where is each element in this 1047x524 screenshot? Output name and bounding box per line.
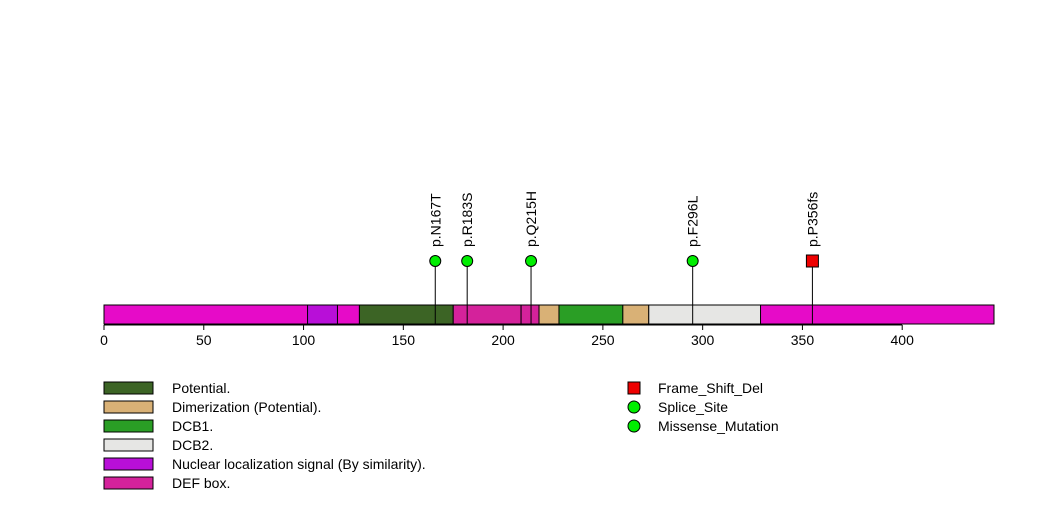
domain-legend-label-4: Nuclear localization signal (By similari… [172, 456, 426, 472]
x-tick-label-5: 250 [591, 332, 615, 348]
mutation-marker-2 [525, 255, 538, 267]
x-tick-label-3: 150 [392, 332, 416, 348]
mutation-label-4: p.P356fs [804, 192, 820, 247]
protein-domain-2 [358, 304, 454, 325]
mutation-label-0: p.N167T [427, 193, 443, 247]
domain-legend-swatch-3 [103, 438, 154, 452]
x-axis: 0 50 100 150 200 250 300 350 400 [100, 324, 915, 348]
domain-legend-label-2: DCB1. [172, 418, 213, 434]
mutation-type-legend: Frame_Shift_Del Splice_Site Missense_Mutat… [627, 380, 779, 434]
x-tick-label-6: 300 [691, 332, 715, 348]
protein-domain-3 [452, 304, 522, 325]
protein-domain-7 [622, 304, 650, 325]
protein-domain-8 [648, 304, 762, 325]
domain-legend-swatch-5 [103, 476, 154, 490]
mutation-label-1: p.R183S [459, 193, 475, 247]
domain-legend-label-1: Dimerization (Potential). [172, 399, 321, 415]
x-tick-label-2: 100 [292, 332, 316, 348]
domain-legend-swatch-4 [103, 457, 154, 471]
protein-domain-0 [307, 304, 338, 325]
mutation-legend-label-1: Splice_Site [658, 399, 728, 415]
domain-legend-swatch-2 [103, 419, 154, 433]
mutation-marker-0 [429, 255, 442, 267]
mutation-legend-label-0: Frame_Shift_Del [658, 380, 763, 396]
x-tick-label-0: 0 [100, 332, 108, 348]
protein-domain-4 [520, 304, 540, 325]
domain-legend-swatch-1 [103, 400, 154, 414]
mutation-marker-4 [805, 254, 819, 268]
x-tick-label-1: 50 [196, 332, 212, 348]
mutation-marker-1 [461, 255, 474, 267]
mutation-legend-label-2: Missense_Mutation [658, 418, 779, 434]
mutation-labels: p.N167T p.R183S p.Q215H p.F296L p.P356fs [427, 191, 820, 247]
domain-legend-label-0: Potential. [172, 380, 230, 396]
x-tick-label-7: 350 [791, 332, 815, 348]
protein-domain-6 [558, 304, 624, 325]
domain-legend-label-3: DCB2. [172, 437, 213, 453]
mutation-label-3: p.F296L [685, 195, 701, 247]
mutation-marker-3 [686, 255, 699, 267]
protein-domain-1 [336, 304, 360, 325]
mutation-label-2: p.Q215H [523, 191, 539, 247]
protein-domain-5 [538, 304, 560, 325]
protein-track [103, 304, 995, 325]
x-tick-label-8: 400 [891, 332, 915, 348]
domain-legend-label-5: DEF box. [172, 475, 230, 491]
mutation-legend-marker-0 [627, 381, 641, 395]
domain-legend: Potential. Dimerization (Potential). DCB1.… [103, 380, 426, 491]
mutation-legend-marker-2 [627, 419, 641, 433]
domain-legend-swatch-0 [103, 381, 154, 395]
x-tick-label-4: 200 [491, 332, 515, 348]
mutation-markers [429, 254, 819, 268]
mutation-legend-marker-1 [627, 400, 641, 414]
